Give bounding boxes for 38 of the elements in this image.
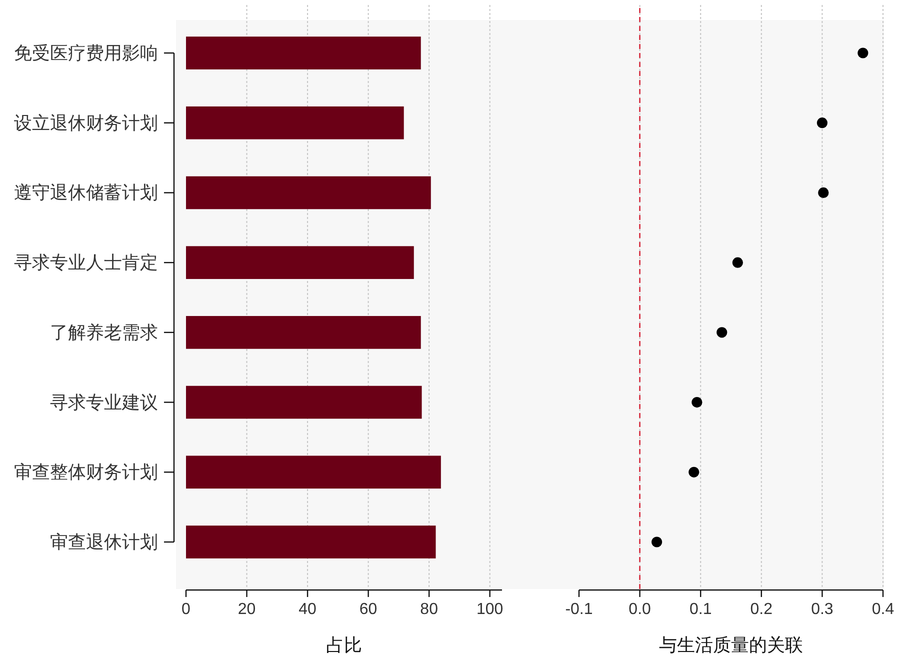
x-tick-label: 0.2	[750, 601, 773, 618]
bar	[186, 176, 431, 210]
x-tick-label: 0.1	[689, 601, 712, 618]
bar	[186, 106, 404, 140]
x-tick-label: 0.3	[811, 601, 834, 618]
point	[732, 257, 743, 268]
point	[688, 466, 700, 478]
y-tick-label: 审查退休计划	[50, 532, 158, 552]
y-tick-label: 了解养老需求	[50, 322, 158, 342]
bar	[186, 386, 422, 419]
point	[716, 327, 728, 338]
x-tick-label: -0.1	[565, 601, 593, 618]
x-axis-title: 与生活质量的关联	[659, 635, 803, 655]
bar	[186, 316, 421, 349]
x-tick-label: 0	[182, 601, 191, 618]
y-tick-label: 免受医疗费用影响	[14, 43, 158, 63]
y-tick-label: 寻求专业人士肯定	[14, 252, 158, 273]
bar	[186, 246, 414, 279]
y-tick-label: 遵守退休储蓄计划	[14, 182, 158, 203]
x-axis-title: 占比	[326, 635, 362, 655]
point	[818, 187, 829, 198]
x-tick-label: 20	[238, 601, 256, 618]
x-tick-label: 40	[298, 601, 317, 618]
y-tick-label: 设立退休财务计划	[14, 112, 158, 133]
point	[652, 536, 662, 548]
x-tick-label: 100	[476, 601, 504, 618]
bar	[186, 456, 441, 489]
bar	[186, 526, 436, 558]
point	[692, 396, 702, 408]
y-tick-label: 审查整体财务计划	[14, 462, 158, 482]
y-tick-label: 寻求专业建议	[50, 392, 158, 412]
x-tick-label: 0.4	[872, 601, 894, 618]
x-tick-label: 60	[359, 601, 378, 618]
point	[816, 118, 828, 128]
x-tick-label: 80	[420, 601, 438, 618]
x-tick-label: 0.0	[628, 601, 652, 618]
bar	[186, 36, 421, 70]
point	[858, 48, 868, 58]
